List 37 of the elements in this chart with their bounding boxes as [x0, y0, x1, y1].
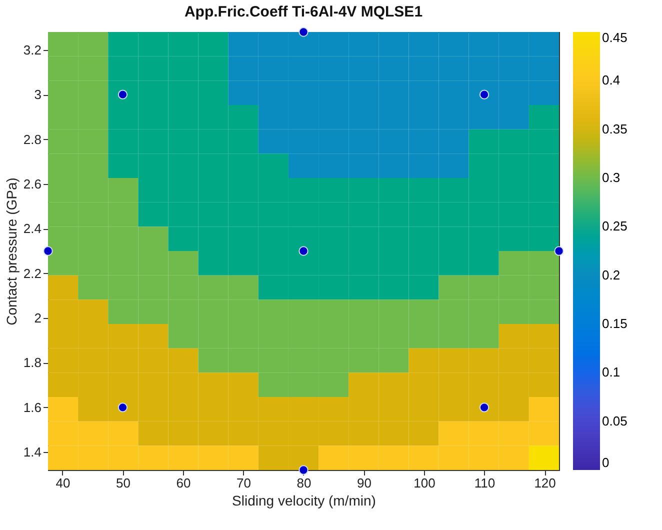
- color-bar-label: 0.15: [602, 316, 628, 331]
- color-bar-label: 0.35: [602, 121, 628, 136]
- y-tick-label: 2.2: [23, 266, 42, 281]
- y-tick-label: 2.8: [23, 132, 42, 147]
- point: [298, 27, 308, 37]
- x-tick-label: 100: [414, 476, 436, 490]
- y-tick-label: 3.2: [23, 42, 42, 58]
- x-tick-label: 90: [357, 476, 372, 490]
- y-tick-label: 1.8: [23, 355, 42, 370]
- y-tick-label: 2.6: [23, 176, 42, 192]
- chart-title: App.Fric.Coeff Ti-6Al-4V MQLSE1: [184, 4, 423, 21]
- color-bar-label: 0.25: [602, 218, 628, 234]
- x-tick-label: 110: [474, 476, 496, 490]
- color-bar-label: 0.4: [602, 72, 620, 88]
- color-bar-label: 0.45: [602, 30, 628, 45]
- x-tick-label: 40: [56, 476, 70, 490]
- x-tick-label: 70: [236, 476, 251, 490]
- x-tick-label: 80: [296, 476, 312, 490]
- color-bar-label: 0: [602, 455, 610, 470]
- y-tick-label: 3: [34, 87, 42, 102]
- x-tick-label: 50: [116, 476, 130, 490]
- x-tick-label: 120: [534, 476, 556, 490]
- point: [298, 246, 308, 256]
- y-tick-label: 2: [34, 310, 42, 326]
- point: [298, 465, 308, 475]
- y-tick-label: 1.4: [23, 444, 42, 460]
- y-tick-label: 2.4: [23, 221, 42, 236]
- color-bar-label: 0.05: [602, 413, 628, 428]
- x-tick-label: 60: [176, 476, 191, 490]
- color-bar-label: 0.1: [602, 364, 620, 380]
- point: [554, 246, 564, 256]
- y-axis-title: Contact pressure (GPa): [3, 178, 20, 326]
- y-tick-label: 1.6: [23, 400, 42, 415]
- x-axis-title: Sliding velocity (m/min): [232, 492, 376, 508]
- color-bar-label: 0.3: [602, 170, 620, 185]
- color-bar-label: 0.2: [602, 267, 620, 282]
- point: [43, 246, 53, 256]
